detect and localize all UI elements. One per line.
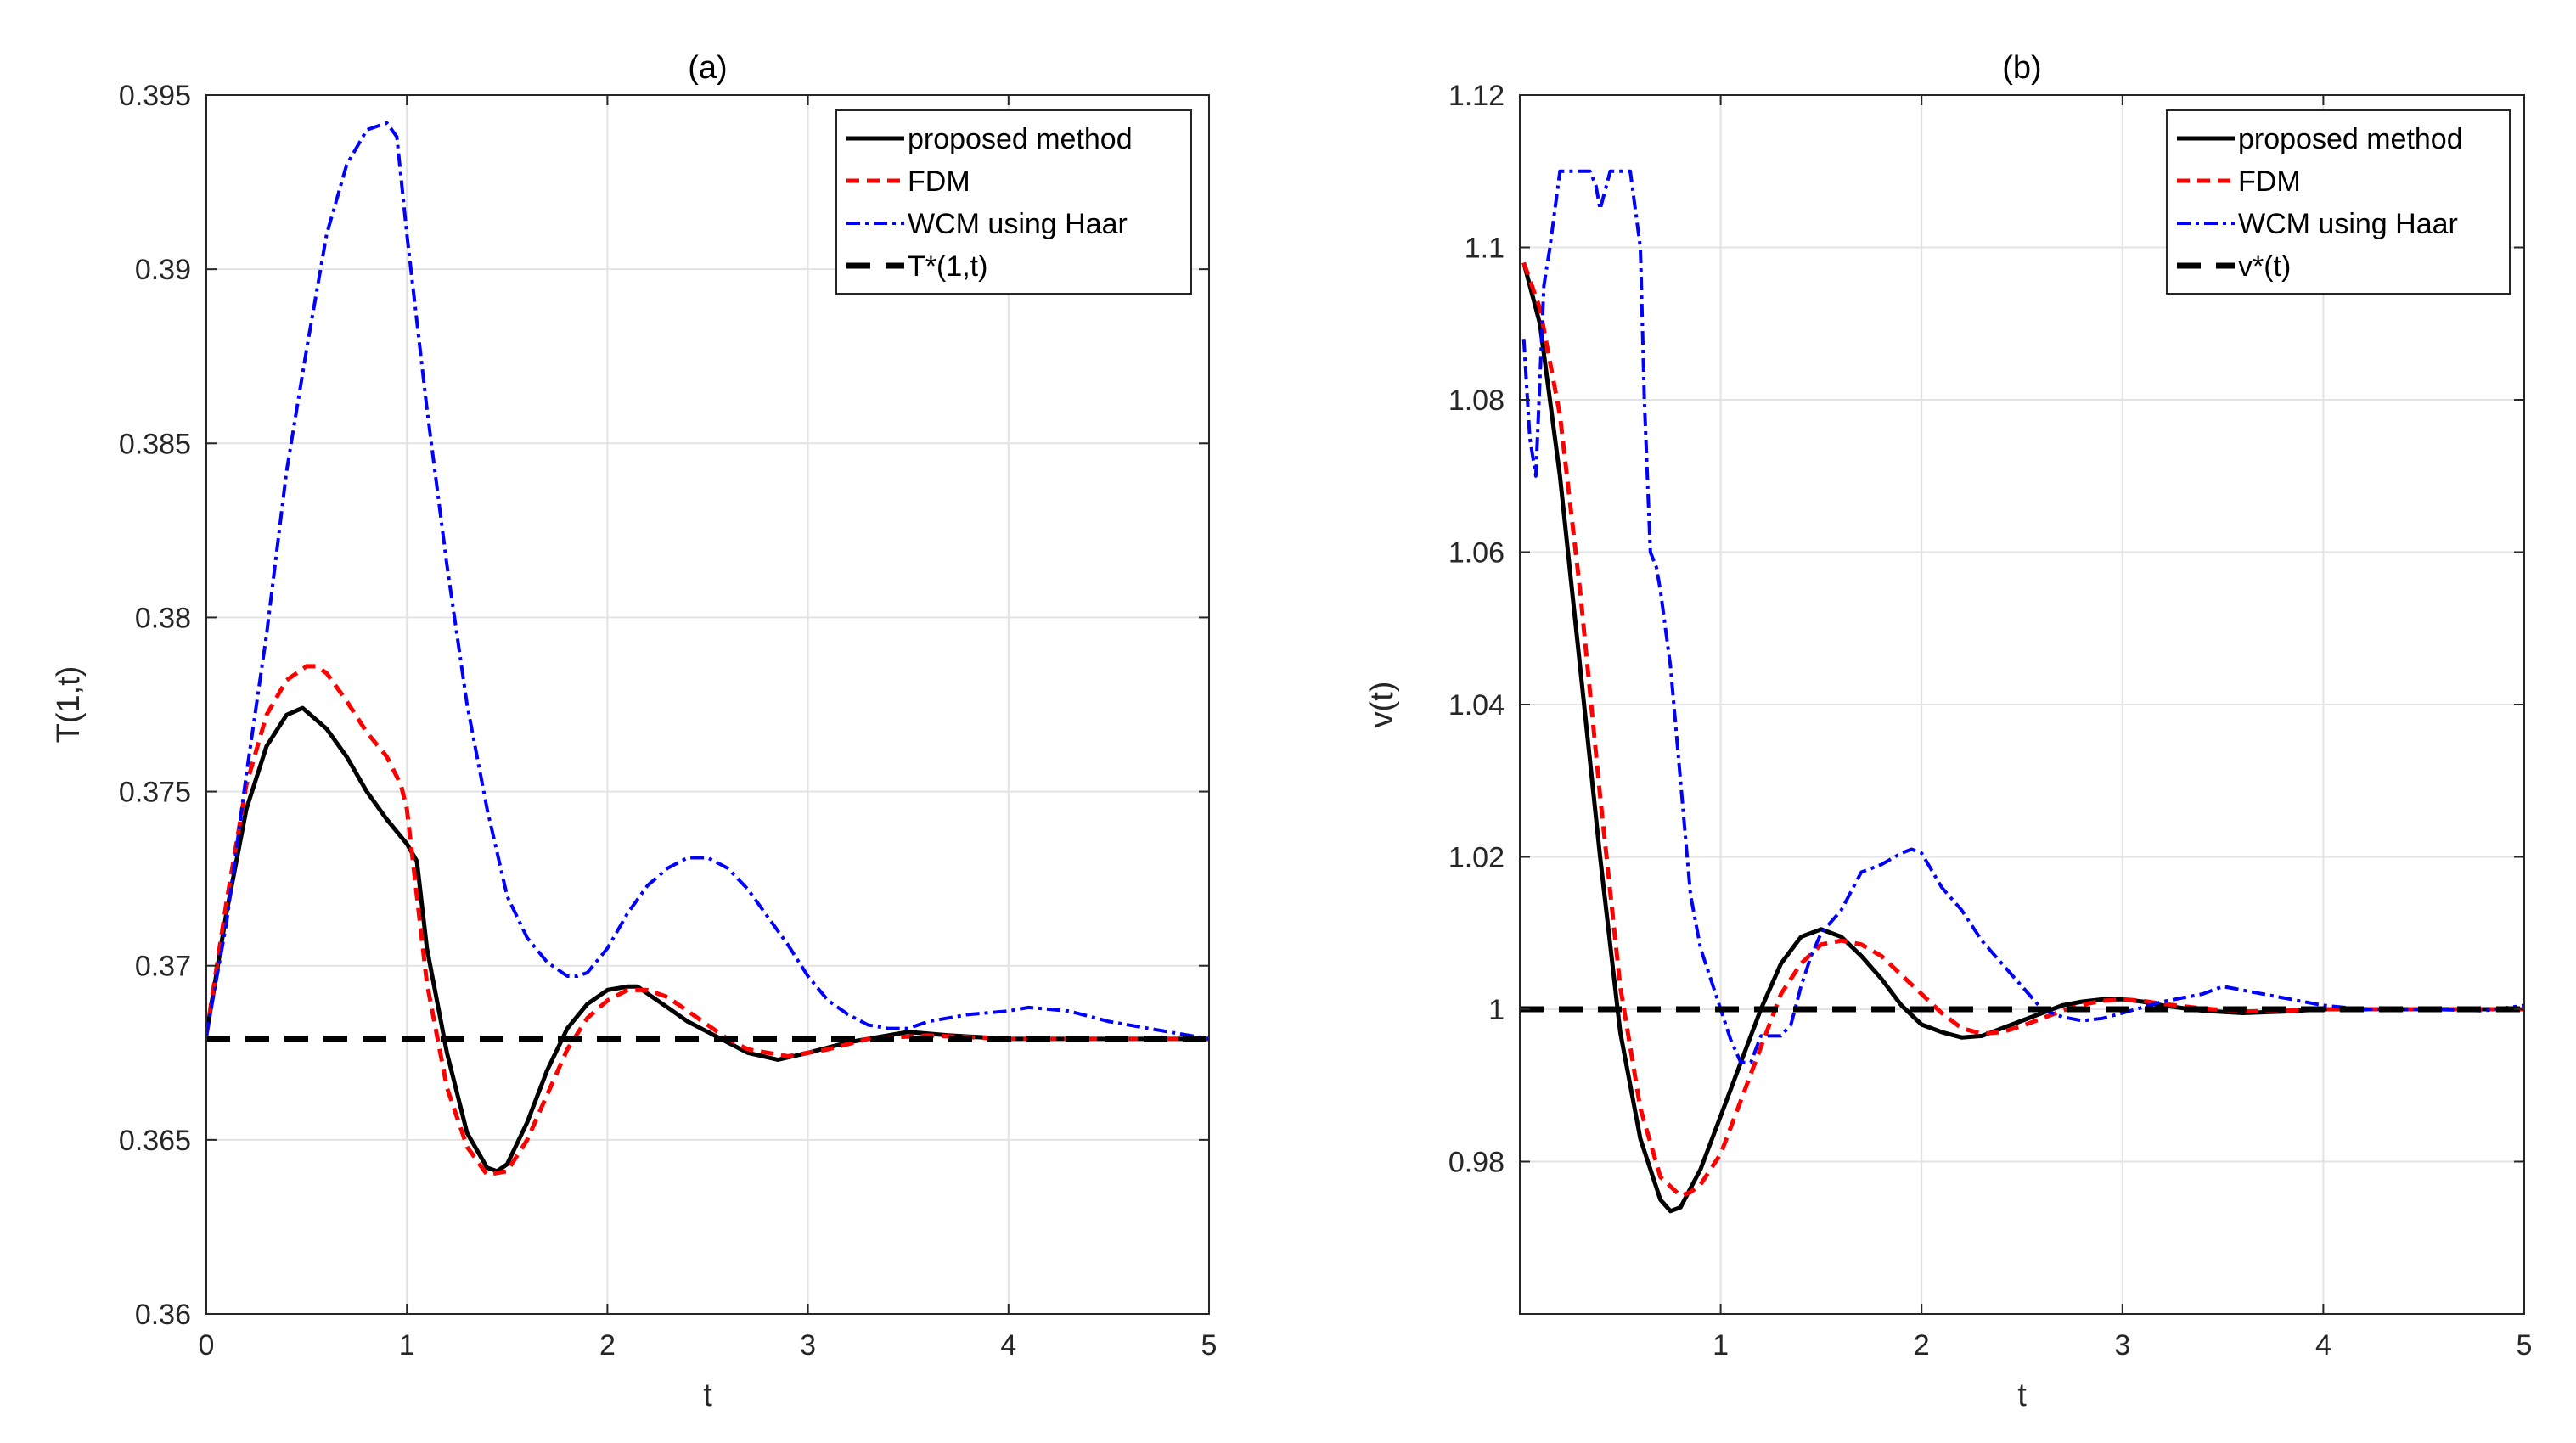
chart-title: (b) — [2002, 50, 2041, 86]
chart-title: (a) — [688, 50, 727, 86]
legend-label: FDM — [908, 166, 970, 198]
y-axis-label: v(t) — [1364, 682, 1400, 728]
x-axis-label: t — [703, 1378, 712, 1413]
y-tick-label: 0.38 — [135, 602, 191, 634]
legend-label: WCM using Haar — [908, 208, 1128, 240]
legend-label: proposed method — [908, 123, 1133, 155]
series-line-fdm — [206, 664, 1209, 1177]
legend-label: FDM — [2238, 166, 2301, 198]
legend: proposed method FDM WCM using Haar T*(1,t) — [835, 109, 1192, 295]
y-tick-label: 1.02 — [1448, 842, 1505, 874]
plot-area — [206, 95, 1209, 1314]
y-tick-label: 0.375 — [119, 777, 191, 809]
series-line-wcm-using-haar — [1521, 169, 2524, 1064]
y-tick-label: 0.365 — [119, 1125, 191, 1157]
y-tick-label: 1.1 — [1465, 233, 1505, 265]
legend-label: T*(1,t) — [908, 250, 987, 283]
y-tick-label: 1.04 — [1448, 689, 1505, 722]
series-line-proposed-method — [206, 705, 1209, 1174]
x-tick-label: 2 — [599, 1329, 616, 1362]
x-tick-label: 3 — [2114, 1329, 2130, 1362]
x-tick-label: 3 — [800, 1329, 816, 1362]
x-tick-label: 1 — [1713, 1329, 1729, 1362]
x-tick-label: 2 — [1914, 1329, 1930, 1362]
y-tick-label: 0.37 — [135, 951, 191, 983]
legend: proposed method FDM WCM using Haar v*(t) — [2166, 109, 2511, 295]
x-tick-label: 5 — [2517, 1329, 2533, 1362]
series-line-fdm — [1521, 261, 2524, 1199]
axes-box — [205, 94, 1210, 1315]
y-tick-label: 1.08 — [1448, 385, 1505, 417]
panel-a: 0 1 2 3 4 5 0.36 0.365 0.37 0.375 0.38 0.385 0.39 0.3… — [51, 50, 1217, 1413]
series-line-wcm-using-haar — [206, 121, 1209, 1041]
x-tick-label: 4 — [1000, 1329, 1016, 1362]
legend-label: v*(t) — [2238, 250, 2291, 283]
panel-b: 1 2 3 4 5 0.98 1 1.02 1.04 1.06 1.08 1.1 1.12 (b) t v(t… — [1364, 50, 2532, 1413]
x-tick-label: 0 — [199, 1329, 215, 1362]
y-tick-label: 0.385 — [119, 428, 191, 460]
y-tick-label: 0.98 — [1448, 1147, 1505, 1179]
y-axis-label: T(1,t) — [51, 666, 87, 744]
legend-label: proposed method — [2238, 123, 2463, 155]
y-tick-label: 0.36 — [135, 1299, 191, 1331]
legend-label: WCM using Haar — [2238, 208, 2458, 240]
y-tick-label: 0.39 — [135, 254, 191, 286]
y-tick-label: 1.12 — [1448, 80, 1505, 112]
x-tick-label: 1 — [399, 1329, 415, 1362]
x-tick-label: 5 — [1201, 1329, 1218, 1362]
y-tick-label: 1.06 — [1448, 537, 1505, 570]
y-tick-label: 1 — [1488, 994, 1505, 1026]
x-axis-label: t — [2017, 1378, 2027, 1413]
y-tick-label: 0.395 — [119, 80, 191, 112]
x-tick-label: 4 — [2315, 1329, 2331, 1362]
